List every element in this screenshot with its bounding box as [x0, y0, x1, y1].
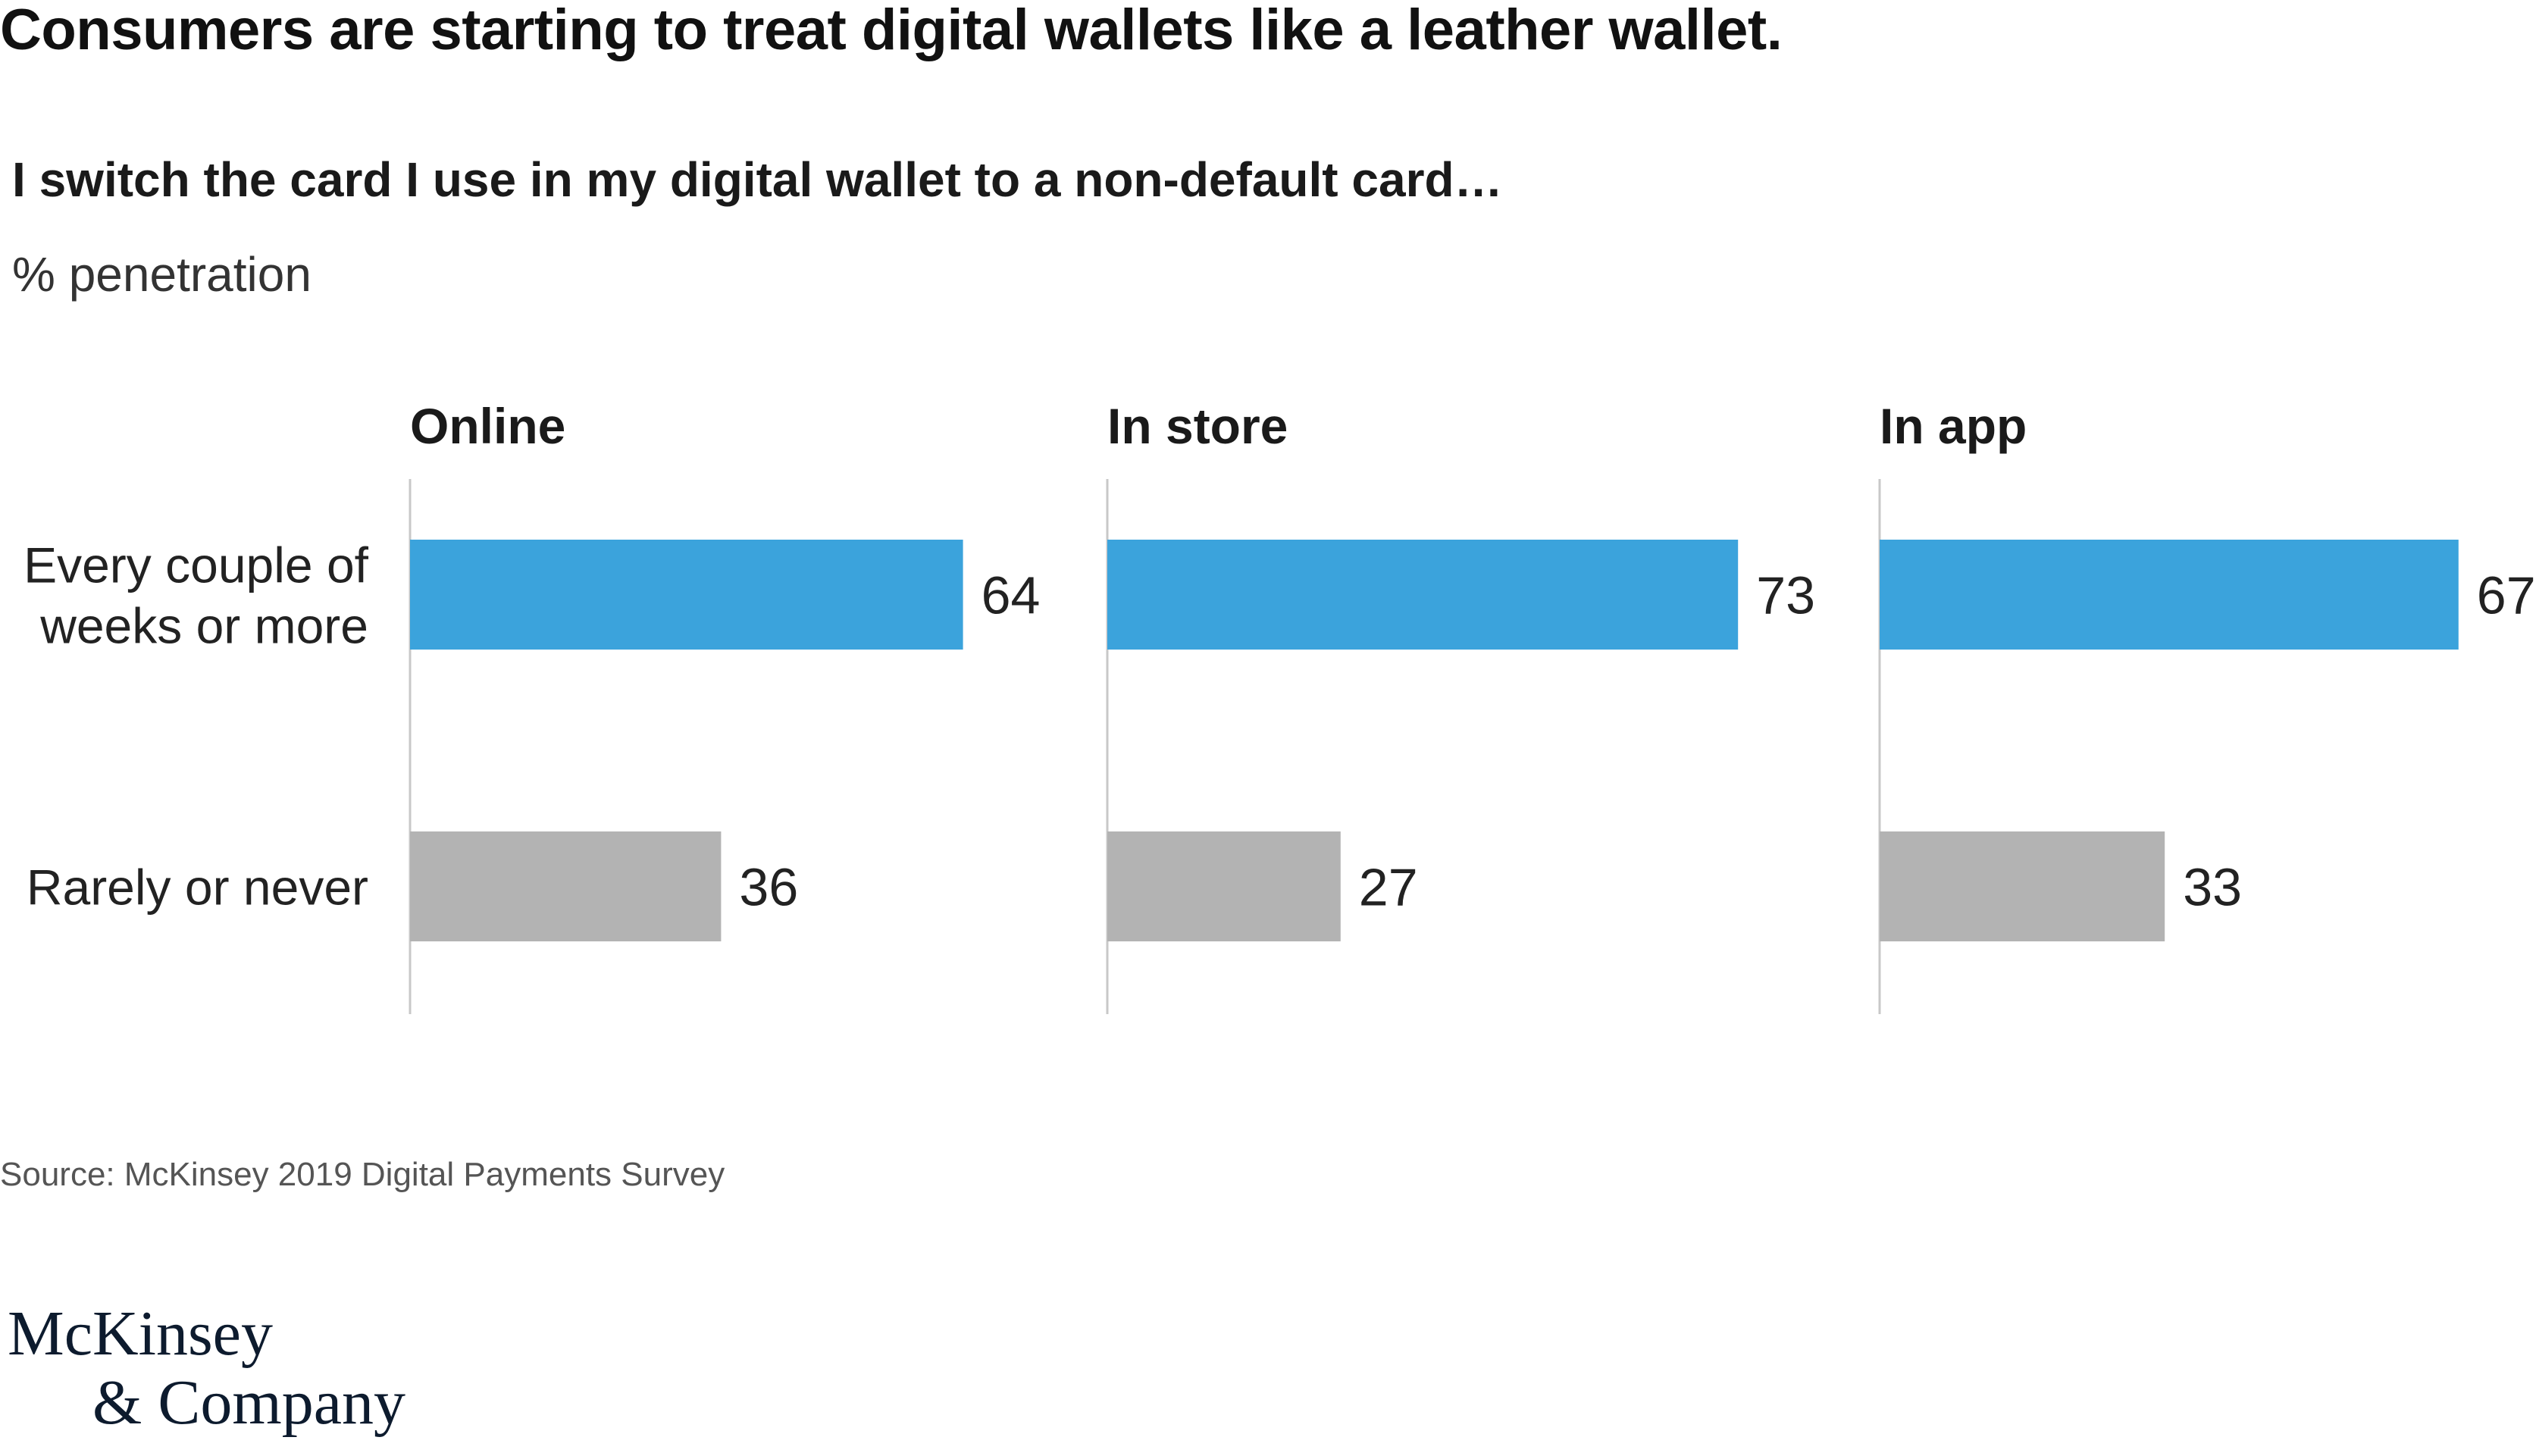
- panel-title: In app: [1880, 398, 2027, 454]
- logo-line-2: & Company: [92, 1367, 405, 1438]
- unit-label: % penetration: [12, 247, 312, 302]
- source-note: Source: McKinsey 2019 Digital Payments S…: [0, 1156, 725, 1193]
- data-label: 36: [739, 858, 798, 917]
- data-label: 67: [2477, 566, 2536, 625]
- bar: [1107, 540, 1739, 650]
- data-label: 33: [2183, 858, 2242, 917]
- mckinsey-logo: McKinsey & Company: [8, 1298, 405, 1438]
- data-label: 73: [1756, 566, 1815, 625]
- category-label: weeks or more: [39, 598, 368, 654]
- bar: [1107, 831, 1341, 941]
- panel-title: In store: [1107, 398, 1288, 454]
- bar: [1880, 540, 2459, 650]
- bar: [410, 540, 963, 650]
- category-label: Every couple of: [23, 537, 369, 593]
- logo-line-1: McKinsey: [8, 1298, 273, 1369]
- data-label: 27: [1359, 858, 1418, 917]
- chart-title: Consumers are starting to treat digital …: [0, 0, 1783, 62]
- panel-title: Online: [410, 398, 565, 454]
- chart-subtitle: I switch the card I use in my digital wa…: [12, 152, 1503, 207]
- category-label: Rarely or never: [27, 860, 368, 916]
- bar: [1880, 831, 2165, 941]
- data-label: 64: [981, 566, 1041, 625]
- bar: [410, 831, 722, 941]
